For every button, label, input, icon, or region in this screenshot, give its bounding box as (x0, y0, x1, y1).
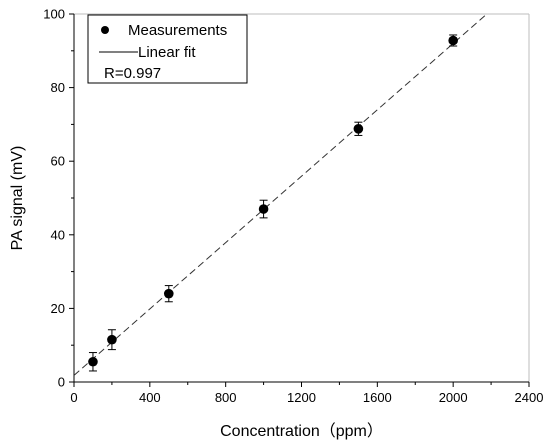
data-point (258, 204, 269, 214)
data-points-layer (88, 34, 458, 372)
y-tick-label: 20 (51, 301, 65, 316)
x-axis-title: Concentration（ppm） (220, 422, 383, 440)
x-tick-label: 0 (70, 390, 77, 405)
legend: Measurements Linear fit R=0.997 (87, 14, 248, 84)
legend-marker-measurements (101, 26, 109, 34)
data-point (353, 124, 364, 134)
data-point (163, 288, 174, 299)
y-tick-label: 80 (51, 80, 65, 95)
y-tick-label: 40 (51, 227, 65, 242)
fit-line-layer (73, 13, 488, 376)
x-tick-label: 2400 (515, 390, 544, 405)
data-point (88, 356, 98, 367)
correlation-annotation: R=0.997 (104, 65, 161, 82)
legend-box (87, 14, 248, 84)
x-tick-label: 2000 (439, 390, 468, 405)
x-tick-label: 400 (139, 390, 161, 405)
data-point (107, 334, 117, 345)
legend-label-linear-fit: Linear fit (138, 44, 196, 61)
linear-fit-line (73, 13, 488, 376)
x-tick-label: 1200 (287, 390, 316, 405)
x-tick-label: 1600 (363, 390, 392, 405)
legend-label-measurements: Measurements (128, 22, 227, 39)
x-axis: 0 400 800 1200 1600 2000 2400 (70, 382, 543, 405)
x-tick-label: 800 (215, 390, 237, 405)
y-tick-label: 60 (51, 154, 65, 169)
y-axis: 0 20 40 60 80 100 (43, 7, 74, 390)
y-axis-title: PA signal (mV) (9, 146, 26, 251)
data-point (448, 35, 458, 46)
y-tick-label: 100 (43, 7, 65, 22)
y-tick-label: 0 (58, 375, 65, 390)
